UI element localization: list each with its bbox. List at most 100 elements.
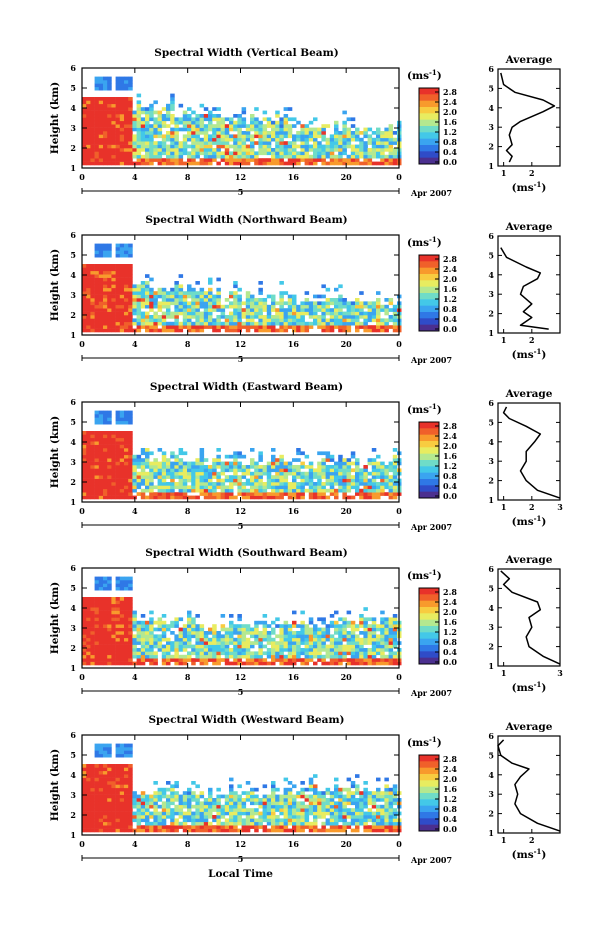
heatmap-cell — [284, 465, 289, 469]
heatmap-cell — [120, 621, 125, 625]
heatmap-cell — [359, 482, 364, 486]
heatmap-cell — [111, 607, 116, 611]
heatmap-cell — [111, 489, 116, 493]
heatmap-cell — [86, 117, 91, 121]
heatmap-cell — [195, 301, 200, 305]
heatmap-cell — [326, 624, 331, 628]
heatmap-cell — [275, 162, 280, 166]
heatmap-cell — [124, 100, 129, 104]
heatmap-cell — [191, 308, 196, 312]
heatmap-cell — [82, 600, 87, 604]
heatmap-cell — [95, 750, 100, 754]
heatmap-cell — [204, 812, 209, 816]
heatmap-cell — [145, 631, 150, 635]
heatmap-cell — [254, 485, 259, 489]
heatmap-cell — [170, 492, 175, 496]
heatmap-cell — [191, 162, 196, 166]
heatmap-cell — [153, 475, 158, 479]
heatmap-cell — [191, 312, 196, 316]
heatmap-cell — [116, 489, 121, 493]
heatmap-cell — [351, 322, 356, 326]
heatmap-cell — [279, 301, 284, 305]
heatmap-cell — [384, 145, 389, 149]
heatmap-cell — [330, 658, 335, 662]
heatmap-cell — [158, 815, 163, 819]
heatmap-cell — [103, 431, 108, 435]
heatmap-cell — [208, 162, 213, 166]
heatmap-cell — [107, 100, 112, 104]
heatmap-cell — [221, 641, 226, 645]
heatmap-cell — [200, 482, 205, 486]
heatmap-cell — [229, 791, 234, 795]
profile-y-tick-label: 2 — [488, 642, 494, 652]
heatmap-cell — [141, 798, 146, 802]
heatmap-cell — [204, 117, 209, 121]
colorbar-segment — [419, 422, 439, 429]
heatmap-cell — [107, 767, 112, 771]
heatmap-cell — [145, 645, 150, 649]
heatmap-cell — [103, 492, 108, 496]
heatmap-cell — [204, 315, 209, 319]
heatmap-cell — [351, 621, 356, 625]
heatmap-cell — [363, 628, 368, 632]
heatmap-cell — [284, 462, 289, 466]
heatmap-cell — [86, 124, 91, 128]
heatmap-cell — [275, 148, 280, 152]
heatmap-cell — [372, 628, 377, 632]
heatmap-cell — [225, 148, 230, 152]
heatmap-cell — [141, 795, 146, 799]
heatmap-cell — [183, 822, 188, 826]
heatmap-cell — [384, 134, 389, 138]
heatmap-cell — [242, 325, 247, 329]
heatmap-cell — [246, 791, 251, 795]
heatmap-cell — [368, 482, 373, 486]
heatmap-cell — [258, 312, 263, 316]
heatmap-cell — [116, 485, 121, 489]
heatmap-cell — [95, 271, 100, 275]
heatmap-cell — [99, 617, 104, 621]
heatmap-cell — [384, 624, 389, 628]
heatmap-cell — [90, 305, 95, 309]
heatmap-cell — [183, 318, 188, 322]
heatmap-cell — [179, 634, 184, 638]
heatmap-cell — [384, 128, 389, 132]
colorbar-segment — [419, 113, 439, 120]
heatmap-cell — [95, 496, 100, 500]
heatmap-cell — [103, 812, 108, 816]
heatmap-cell — [267, 295, 272, 299]
heatmap-cell — [330, 468, 335, 472]
heatmap-cell — [359, 291, 364, 295]
heatmap-cell — [368, 315, 373, 319]
heatmap-cell — [128, 291, 133, 295]
heatmap-cell — [263, 298, 268, 302]
heatmap-cell — [128, 114, 133, 118]
heatmap-cell — [124, 271, 129, 275]
heatmap-cell — [191, 121, 196, 125]
heatmap-cell — [141, 134, 146, 138]
colorbar-segment — [419, 280, 439, 287]
heatmap-cell — [128, 117, 133, 121]
heatmap-cell — [204, 651, 209, 655]
heatmap-cell — [90, 128, 95, 132]
heatmap-cell — [300, 301, 305, 305]
heatmap-cell — [145, 451, 150, 455]
heatmap-cell — [321, 462, 326, 466]
heatmap-cell — [279, 638, 284, 642]
heatmap-cell — [124, 158, 129, 162]
heatmap-cell — [187, 801, 192, 805]
heatmap-cell — [103, 271, 108, 275]
heatmap-cell — [170, 325, 175, 329]
heatmap-cell — [111, 114, 116, 118]
heatmap-cell — [359, 312, 364, 316]
heatmap-cell — [99, 281, 104, 285]
heatmap-cell — [82, 284, 87, 288]
heatmap-cell — [216, 485, 221, 489]
heatmap-cell — [90, 281, 95, 285]
heatmap-cell — [149, 475, 154, 479]
heatmap-cell — [300, 489, 305, 493]
heatmap-cell — [103, 580, 108, 584]
heatmap-cell — [128, 611, 133, 615]
heatmap-cell — [305, 138, 310, 142]
heatmap-cell — [288, 645, 293, 649]
heatmap-cell — [195, 281, 200, 285]
